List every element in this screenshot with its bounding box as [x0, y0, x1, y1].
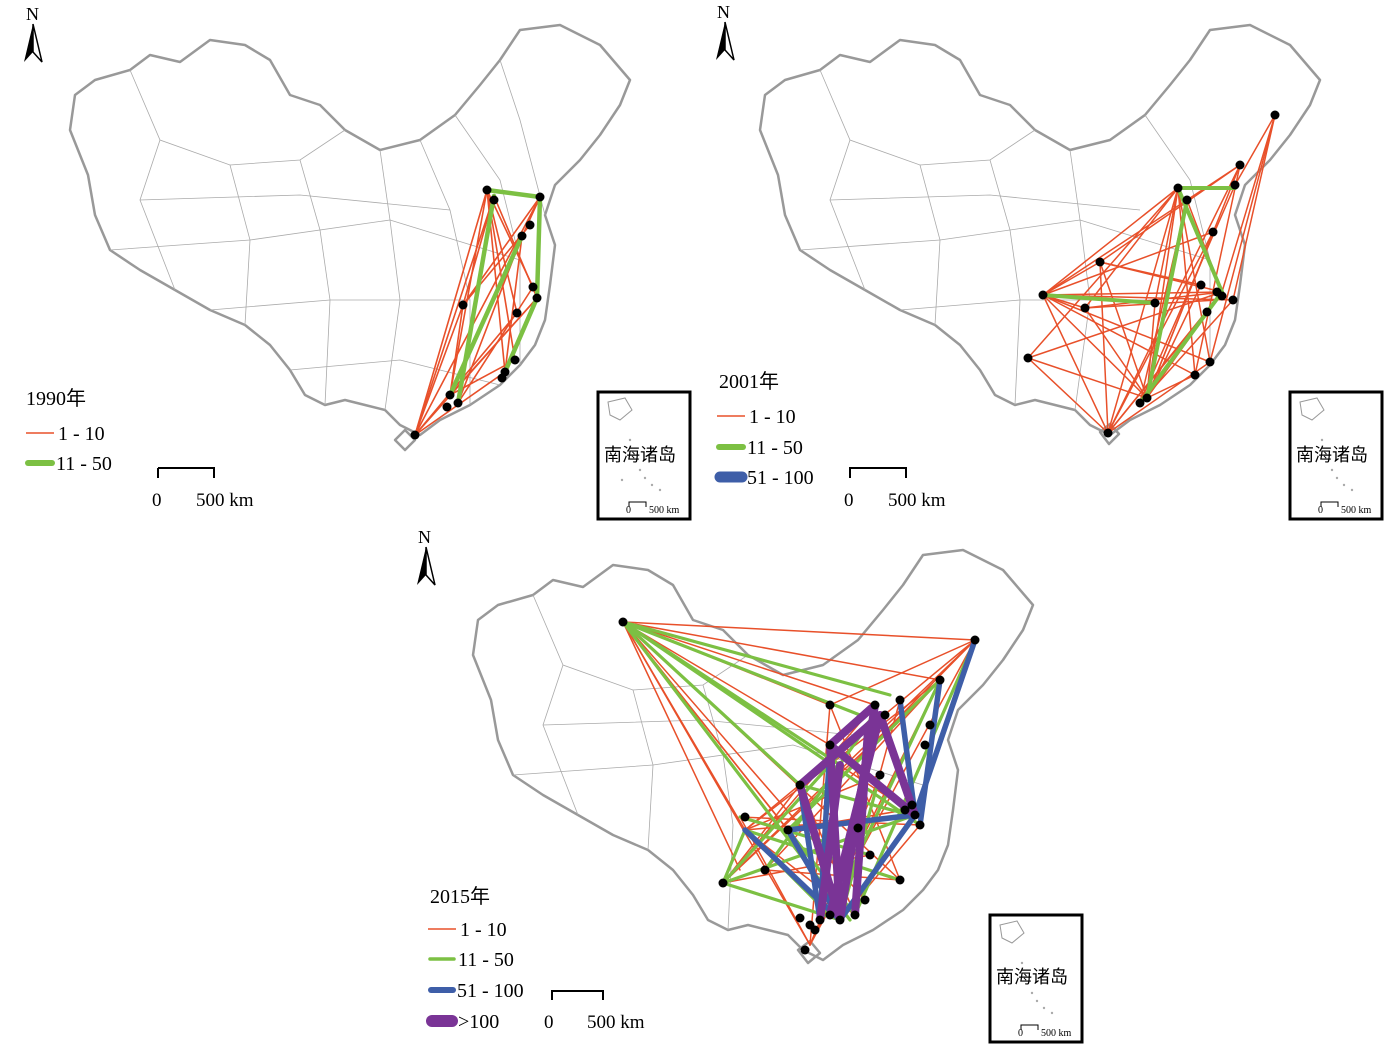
scale-start: 0	[152, 490, 162, 511]
legend-title: 1990年	[26, 387, 86, 410]
inset-scale-start: 0	[1018, 1028, 1023, 1039]
flow-lines-2001	[1027, 114, 1276, 434]
china-outline	[471, 548, 1035, 965]
legend-label: 51 - 100	[747, 467, 814, 489]
south-china-sea-inset: 南海诸岛 0 500 km	[988, 913, 1084, 1044]
legend-label: 11 - 50	[56, 453, 112, 475]
legend-label: 1 - 10	[58, 423, 105, 445]
north-label: N	[26, 4, 39, 24]
south-china-sea-inset: 南海诸岛 0 500 km	[1288, 390, 1384, 521]
china-outline	[68, 23, 632, 452]
map-panel-2015: N	[400, 525, 1100, 1048]
map-panel-2001: N	[695, 0, 1390, 525]
city-nodes-2001	[1023, 110, 1280, 438]
inset-scale-end: 500 km	[1341, 505, 1372, 516]
north-arrow-icon: N	[716, 2, 735, 61]
scale-end: 500 km	[888, 490, 946, 511]
north-arrow-icon: N	[24, 4, 43, 63]
legend-1990: 1990年 1 - 10 11 - 50	[25, 387, 112, 475]
legend-title: 2001年	[719, 370, 779, 393]
admin-boundaries	[512, 594, 924, 931]
city-nodes-1990	[410, 185, 545, 440]
map-2015-svg: N	[417, 527, 1084, 1044]
map-2001-svg: N	[714, 2, 1384, 521]
map-panel-1990: N	[0, 0, 695, 525]
legend-label: >100	[458, 1011, 499, 1033]
china-outline	[758, 23, 1322, 446]
legend-label: 11 - 50	[747, 437, 803, 459]
legend-title: 2015年	[430, 885, 490, 908]
scale-end: 500 km	[196, 490, 254, 511]
north-label: N	[717, 2, 730, 22]
inset-title: 南海诸岛	[996, 967, 1068, 987]
legend-label: 51 - 100	[457, 980, 524, 1002]
inset-title: 南海诸岛	[604, 445, 676, 465]
scale-bar: 0 500 km	[544, 990, 645, 1033]
legend-2015: 2015年 1 - 10 11 - 50 51 - 100 >100	[426, 885, 524, 1033]
legend-2001: 2001年 1 - 10 11 - 50 51 - 100	[714, 370, 814, 489]
scale-bar: 0 500 km	[844, 467, 946, 511]
city-nodes-2015	[618, 617, 980, 955]
inset-scale-end: 500 km	[649, 505, 680, 516]
admin-boundaries	[109, 59, 546, 411]
inset-title: 南海诸岛	[1296, 445, 1368, 465]
legend-label: 1 - 10	[749, 406, 796, 428]
admin-boundaries	[799, 69, 1211, 411]
legend-label: 11 - 50	[458, 949, 514, 971]
legend-label: 1 - 10	[460, 919, 507, 941]
south-china-sea-inset: 南海诸岛 0 500 km	[596, 390, 692, 521]
scale-bar: 0 500 km	[152, 467, 254, 511]
inset-scale-end: 500 km	[1041, 1028, 1072, 1039]
map-1990-svg: N	[24, 4, 692, 521]
inset-scale-start: 0	[626, 505, 631, 516]
flow-lines-1990	[414, 187, 543, 436]
scale-end: 500 km	[587, 1012, 645, 1033]
scale-start: 0	[844, 490, 854, 511]
north-arrow-icon: N	[417, 527, 436, 586]
north-label: N	[418, 527, 431, 547]
flow-lines-2015	[621, 620, 978, 946]
scale-start: 0	[544, 1012, 554, 1033]
inset-scale-start: 0	[1318, 505, 1323, 516]
